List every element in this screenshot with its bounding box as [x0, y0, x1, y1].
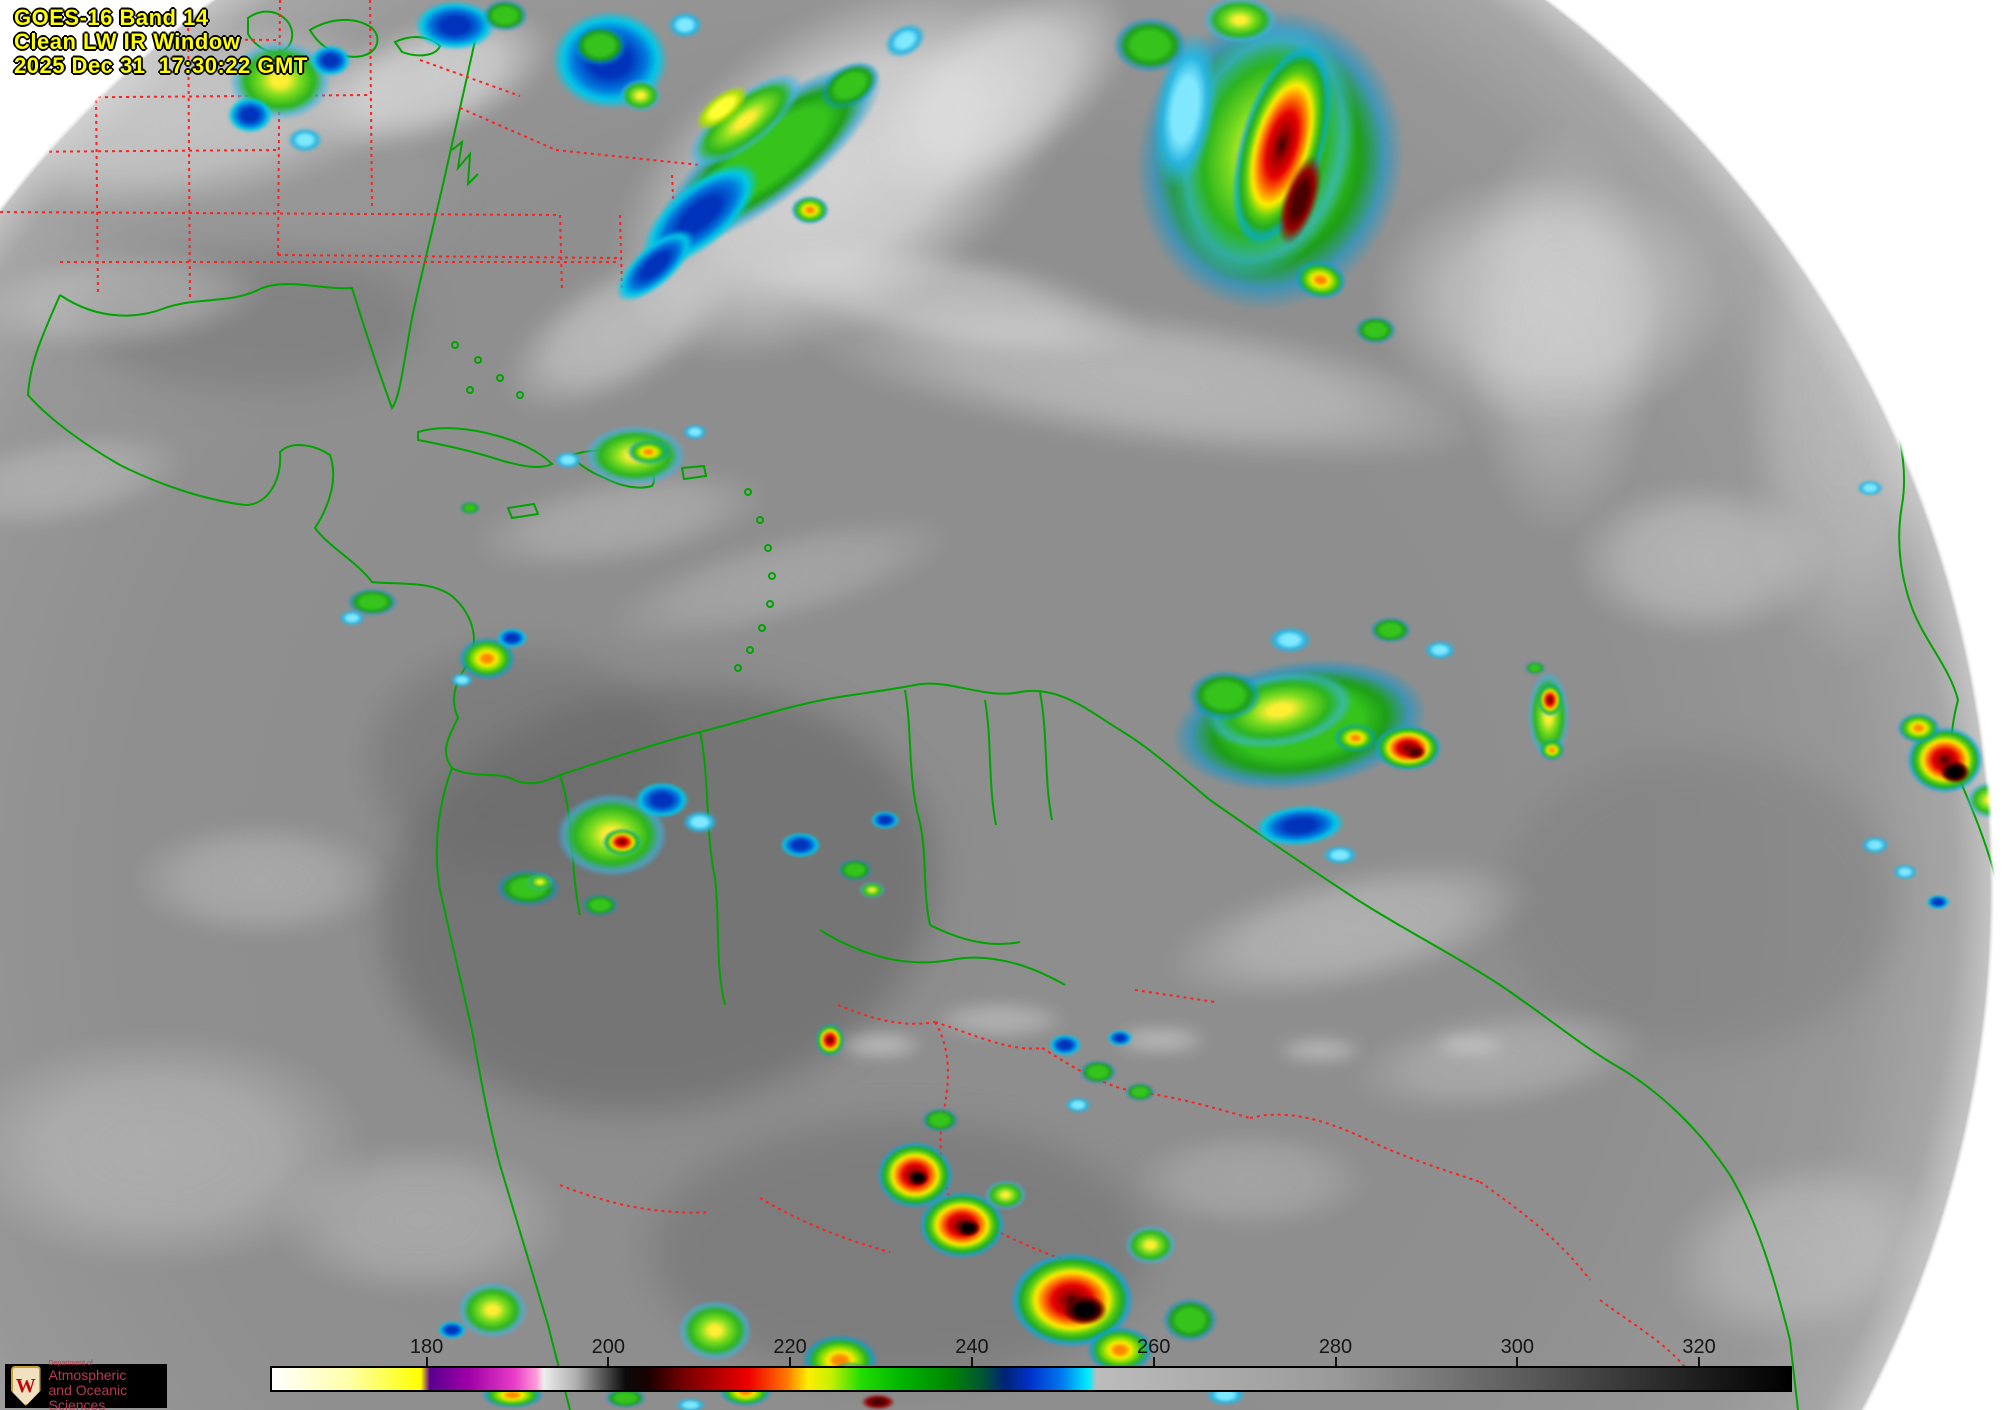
africa-west-coastline — [1891, 397, 2010, 931]
mexico-central-america-south-america-coastline — [26, 294, 1799, 1410]
storm-cell — [493, 868, 563, 908]
product-title-annotation: GOES-16 Band 14 Clean LW IR Window 2025 De… — [14, 6, 308, 78]
storm-cell — [479, 1381, 545, 1409]
storm-cell — [1539, 739, 1565, 761]
storm-cell — [681, 423, 709, 441]
storm-cell — [285, 126, 325, 154]
storm-cell — [833, 1362, 867, 1382]
storm-cell — [1122, 1224, 1178, 1266]
storm-cell — [449, 672, 475, 688]
storm-cell — [625, 439, 671, 465]
storm-cell — [1895, 712, 1941, 744]
storm-cell — [1265, 625, 1315, 655]
storm-cell — [1367, 616, 1413, 644]
storm-cell — [1422, 639, 1458, 661]
storm-cell — [1524, 661, 1546, 675]
storm-cell — [1965, 780, 2010, 820]
storm-cell — [1063, 1096, 1093, 1114]
storm-cell — [1332, 723, 1378, 753]
storm-cell — [307, 42, 353, 78]
storm-cell — [602, 828, 642, 856]
logo-text: Department of Atmospheric and Oceanic Sc… — [49, 1360, 167, 1410]
storm-cell — [1320, 844, 1360, 866]
storm-cell — [672, 1397, 708, 1410]
storm-cell — [480, 0, 530, 33]
storm-cell — [580, 893, 620, 917]
storm-cell — [1925, 894, 1951, 910]
storm-cell — [1060, 1293, 1110, 1327]
satellite-band-label: GOES-16 Band 14 — [14, 5, 209, 30]
storm-cell — [815, 1023, 845, 1057]
storm-cell — [495, 627, 529, 649]
logo-atmospheric-label: Atmospheric — [48, 1366, 127, 1383]
storm-cell — [1185, 667, 1265, 723]
storm-cell — [1891, 863, 1919, 881]
storm-cell — [680, 809, 720, 835]
cuba-outline — [417, 427, 554, 468]
storm-cell — [570, 22, 630, 68]
crest-letter: W — [15, 1375, 36, 1397]
storm-cell — [602, 1387, 648, 1409]
storm-cell — [1402, 743, 1428, 761]
storm-cell — [869, 810, 901, 830]
storm-cell — [225, 95, 275, 135]
storm-cell — [906, 1169, 930, 1187]
lesser-antilles-islands — [734, 488, 776, 672]
storm-cell — [954, 1218, 982, 1238]
storm-cell — [920, 1107, 960, 1133]
aos-logo: W Department of Atmospheric and Oceanic … — [5, 1360, 167, 1410]
storm-cell — [459, 501, 481, 515]
storm-cell — [1202, 1383, 1248, 1407]
university-crest-icon: W — [11, 1366, 41, 1406]
storm-cell — [982, 1179, 1028, 1211]
storm-cell — [665, 10, 705, 40]
storm-cell — [836, 858, 874, 882]
storm-cell — [617, 77, 663, 113]
storm-cell — [717, 1377, 773, 1407]
storm-cell — [526, 873, 554, 891]
storm-cell — [1160, 1296, 1220, 1344]
storm-cell — [337, 609, 367, 627]
storm-cell — [790, 195, 830, 225]
bahamas-islands — [451, 341, 524, 399]
logo-oceanic-label: and Oceanic Sciences — [48, 1381, 128, 1410]
product-name-label: Clean LW IR Window — [14, 29, 241, 54]
storm-cell — [777, 831, 823, 859]
storm-cell — [1352, 315, 1398, 345]
jamaica-outline — [506, 502, 540, 520]
storm-cell — [1078, 1059, 1118, 1085]
storm-cell — [1124, 1082, 1156, 1102]
storm-cell — [436, 1320, 468, 1340]
storm-cell — [1106, 1029, 1134, 1047]
storm-cell — [1537, 683, 1563, 717]
chesapeake-coastline — [451, 139, 479, 187]
storm-cell — [1859, 835, 1891, 855]
timestamp-label: 2025 Dec 31 17:30:22 GMT — [14, 53, 308, 78]
storm-cell — [1110, 15, 1190, 75]
storm-cell — [1047, 1033, 1083, 1057]
storm-cell — [1085, 1325, 1155, 1375]
storm-cell — [552, 450, 584, 470]
storm-cell — [858, 1393, 898, 1410]
storm-cell — [1855, 479, 1885, 497]
storm-cell — [858, 881, 886, 899]
storm-cell — [1938, 759, 1972, 785]
storm-cell — [675, 1297, 755, 1363]
